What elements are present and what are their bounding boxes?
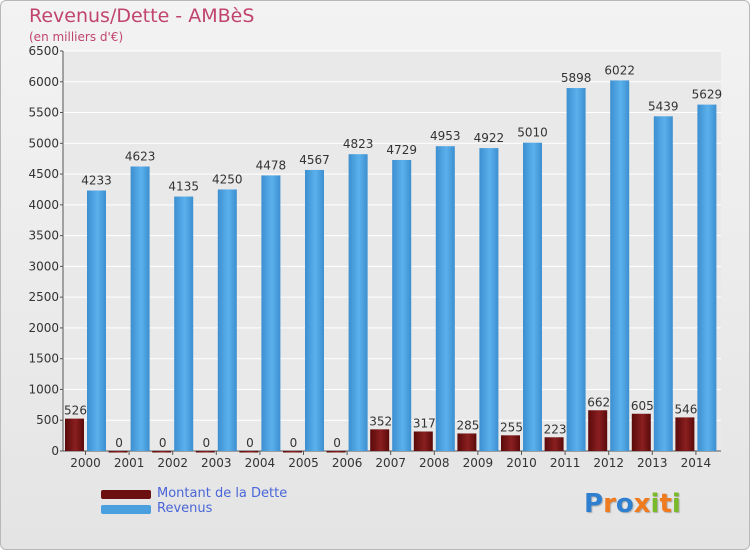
y-tick-label: 1500	[28, 352, 59, 366]
data-label-revenus-2011: 5898	[561, 71, 592, 85]
data-label-dette-2006: 0	[333, 436, 341, 450]
data-label-revenus-2007: 4729	[386, 143, 417, 157]
data-label-revenus-2002: 4135	[168, 180, 199, 194]
data-label-dette-2014: 546	[674, 402, 697, 416]
bar-dette-2010	[501, 435, 520, 451]
bar-revenus-2014	[697, 104, 717, 451]
data-label-dette-2013: 605	[631, 399, 654, 413]
data-label-revenus-2004: 4478	[256, 158, 287, 172]
chart-title: Revenus/Dette - AMBèS	[29, 5, 255, 27]
bar-revenus-2001	[130, 166, 150, 451]
data-label-revenus-2012: 6022	[604, 63, 635, 77]
y-tick-label: 5000	[28, 136, 59, 150]
chart-subtitle: (en milliers d'€)	[29, 30, 124, 44]
x-tick-label-2006: 2006	[332, 456, 363, 470]
legend-label-dette: Montant de la Dette	[157, 486, 288, 501]
y-tick-label: 6500	[28, 44, 59, 58]
bar-dette-2005	[283, 451, 302, 453]
y-tick-label: 1000	[28, 382, 59, 396]
x-tick-label-2009: 2009	[463, 456, 494, 470]
data-label-dette-2012: 662	[587, 395, 610, 409]
bar-revenus-2010	[523, 142, 542, 451]
y-tick-label: 0	[51, 444, 59, 458]
x-tick-label-2004: 2004	[245, 456, 276, 470]
y-tick-label: 500	[36, 413, 59, 427]
bar-dette-2011	[544, 437, 564, 451]
bar-revenus-2006	[348, 154, 368, 451]
y-tick-label: 6000	[28, 75, 59, 89]
bar-dette-2004	[239, 451, 259, 453]
data-label-revenus-2010: 5010	[517, 126, 548, 140]
bar-dette-2013	[631, 413, 651, 451]
bar-revenus-2004	[261, 175, 281, 451]
data-label-dette-2009: 285	[456, 418, 479, 432]
x-tick-label-2013: 2013	[637, 456, 668, 470]
data-label-dette-2004: 0	[246, 436, 254, 450]
bar-dette-2006	[326, 451, 346, 453]
bar-dette-2002	[152, 451, 172, 453]
bar-revenus-2008	[435, 146, 455, 451]
bar-dette-2000	[65, 418, 84, 451]
bar-dette-2012	[588, 410, 608, 451]
y-tick-label: 5500	[28, 106, 59, 120]
y-tick-label: 4000	[28, 198, 59, 212]
bar-revenus-2013	[653, 116, 673, 452]
bar-revenus-2002	[174, 196, 194, 451]
y-tick-label: 2000	[28, 321, 59, 335]
data-label-dette-2000: 526	[64, 404, 87, 418]
proxiti-logo: Proxiti	[584, 489, 681, 519]
data-label-revenus-2013: 5439	[648, 99, 679, 113]
x-tick-label-2010: 2010	[506, 456, 537, 470]
bar-revenus-2012	[610, 80, 630, 452]
bar-dette-2014	[675, 417, 695, 451]
data-label-revenus-2003: 4250	[212, 172, 243, 186]
bar-revenus-2007	[392, 159, 412, 451]
data-label-revenus-2006: 4823	[343, 137, 374, 151]
data-label-revenus-2009: 4922	[474, 131, 505, 145]
data-label-revenus-2005: 4567	[299, 153, 330, 167]
x-tick-label-2011: 2011	[550, 456, 581, 470]
bar-dette-2008	[413, 431, 433, 451]
legend-swatch-revenus	[101, 505, 151, 514]
bar-revenus-2011	[566, 88, 586, 452]
x-tick-label-2005: 2005	[288, 456, 319, 470]
data-label-revenus-2008: 4953	[430, 129, 461, 143]
x-tick-label-2001: 2001	[114, 456, 145, 470]
bar-dette-2009	[457, 433, 477, 451]
x-tick-label-2007: 2007	[375, 456, 406, 470]
x-tick-label-2014: 2014	[681, 456, 712, 470]
data-label-dette-2005: 0	[290, 436, 298, 450]
legend-swatch-dette	[101, 490, 151, 499]
bar-dette-2001	[108, 451, 128, 453]
y-tick-label: 2500	[28, 290, 59, 304]
x-tick-label-2008: 2008	[419, 456, 450, 470]
bar-dette-2007	[370, 429, 390, 451]
x-tick-label-2000: 2000	[70, 456, 101, 470]
data-label-revenus-2001: 4623	[125, 150, 156, 164]
bar-revenus-2003	[217, 189, 237, 451]
data-label-dette-2010: 255	[500, 420, 523, 434]
data-label-dette-2001: 0	[115, 436, 123, 450]
y-tick-label: 4500	[28, 167, 59, 181]
data-label-dette-2003: 0	[202, 436, 210, 450]
y-tick-label: 3000	[28, 259, 59, 273]
data-label-dette-2007: 352	[369, 414, 392, 428]
y-tick-label: 3500	[28, 229, 59, 243]
bar-revenus-2005	[305, 169, 324, 451]
data-label-revenus-2014: 5629	[692, 88, 723, 102]
bar-dette-2003	[195, 451, 215, 453]
data-label-dette-2008: 317	[413, 416, 436, 430]
data-label-dette-2002: 0	[159, 436, 167, 450]
bar-revenus-2000	[87, 190, 106, 451]
x-tick-label-2002: 2002	[157, 456, 188, 470]
bar-revenus-2009	[479, 148, 499, 451]
x-tick-label-2003: 2003	[201, 456, 232, 470]
data-label-revenus-2000: 4233	[81, 174, 112, 188]
legend-label-revenus: Revenus	[157, 501, 213, 516]
data-label-dette-2011: 223	[544, 422, 567, 436]
x-tick-label-2012: 2012	[593, 456, 624, 470]
